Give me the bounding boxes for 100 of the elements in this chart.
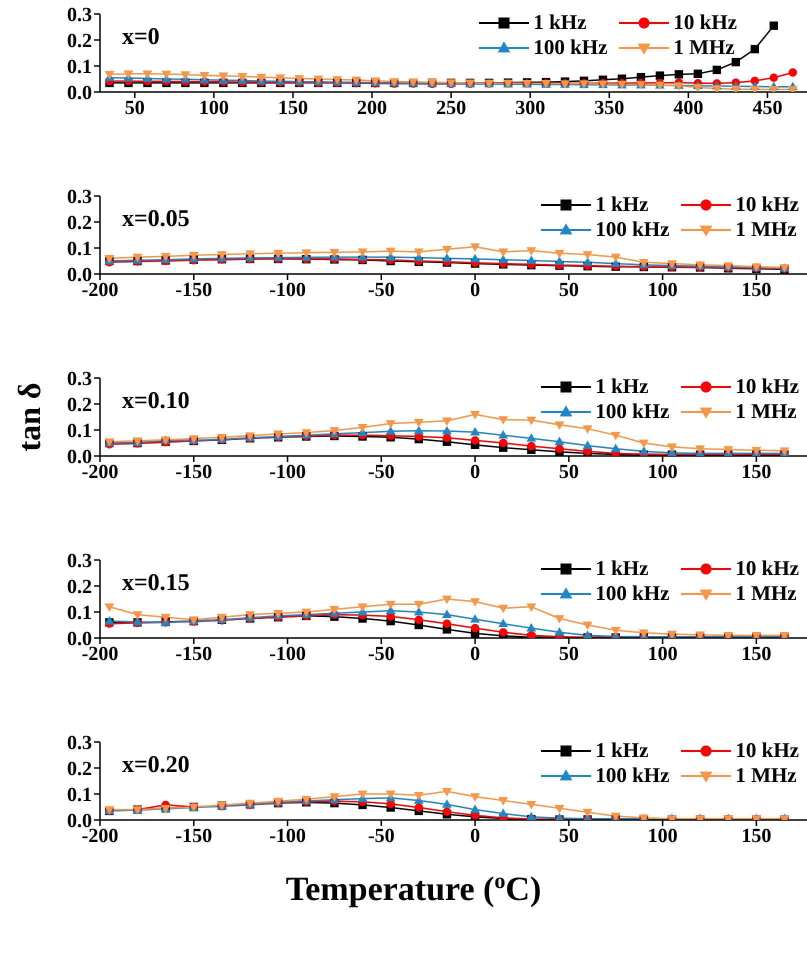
point bbox=[442, 418, 452, 426]
point bbox=[414, 606, 424, 616]
point bbox=[639, 440, 649, 448]
point bbox=[414, 248, 424, 257]
y-tick-label: 0.1 bbox=[67, 238, 92, 260]
legend-label: 100 kHz bbox=[595, 763, 670, 788]
point bbox=[442, 246, 452, 254]
point bbox=[770, 74, 778, 82]
y-tick-label: 0.3 bbox=[67, 186, 92, 208]
point bbox=[358, 424, 368, 432]
annotation: x=0.20 bbox=[122, 752, 190, 779]
x-tick-label: -100 bbox=[269, 825, 306, 848]
point bbox=[555, 444, 564, 453]
x-tick-label: 50 bbox=[558, 643, 579, 666]
x-tick-label: 50 bbox=[558, 279, 579, 302]
point bbox=[526, 247, 536, 256]
point bbox=[442, 620, 452, 628]
x-tick-label: 0 bbox=[470, 279, 480, 302]
point bbox=[582, 251, 592, 260]
point bbox=[358, 248, 368, 257]
x-tick-label: 50 bbox=[558, 461, 579, 484]
y-tick-label: 0.1 bbox=[67, 420, 92, 442]
point bbox=[610, 444, 621, 452]
x-tick-label: -150 bbox=[175, 825, 212, 848]
legend-label: 1 kHz bbox=[533, 10, 586, 35]
point bbox=[162, 70, 172, 80]
point bbox=[470, 411, 480, 420]
point bbox=[750, 44, 760, 54]
x-tick-label: 50 bbox=[124, 97, 145, 120]
y-tick-label: 0.2 bbox=[67, 576, 92, 598]
x-tick-label: -100 bbox=[269, 643, 306, 666]
legend-label: 1 kHz bbox=[595, 192, 648, 217]
point bbox=[554, 421, 564, 430]
point bbox=[498, 248, 508, 257]
legend-label: 1 MHz bbox=[735, 217, 797, 242]
legend-label: 100 kHz bbox=[595, 399, 670, 424]
point bbox=[498, 618, 508, 628]
legend-label: 1 MHz bbox=[735, 581, 797, 606]
point bbox=[330, 606, 340, 614]
point bbox=[442, 253, 452, 262]
legend-label: 100 kHz bbox=[595, 581, 670, 606]
x-tick-label: 300 bbox=[515, 97, 546, 120]
y-axis-title: tan δ bbox=[11, 382, 47, 452]
point bbox=[104, 603, 114, 612]
legend-label: 100 kHz bbox=[595, 217, 670, 242]
point bbox=[526, 416, 536, 426]
legend-label: 100 kHz bbox=[533, 35, 608, 60]
legend-label: 10 kHz bbox=[735, 556, 799, 581]
x-tick-label: -50 bbox=[368, 461, 395, 484]
legend-label: 1 MHz bbox=[673, 35, 735, 60]
point bbox=[470, 243, 480, 252]
annotation: x=0.15 bbox=[122, 570, 190, 597]
x-tick-label: 100 bbox=[648, 279, 678, 302]
legend-label: 1 kHz bbox=[595, 738, 648, 763]
point bbox=[526, 603, 536, 612]
point bbox=[582, 425, 592, 434]
point bbox=[498, 416, 508, 425]
point bbox=[218, 72, 228, 81]
legend-label: 10 kHz bbox=[735, 374, 799, 399]
point bbox=[256, 74, 266, 82]
point bbox=[442, 610, 452, 618]
annotation: x=0.05 bbox=[122, 206, 190, 233]
x-tick-label: 100 bbox=[198, 97, 229, 120]
point bbox=[301, 249, 312, 258]
point bbox=[442, 434, 452, 442]
point bbox=[732, 58, 740, 66]
point bbox=[498, 628, 508, 636]
x-tick-label: -50 bbox=[368, 279, 395, 302]
point bbox=[142, 70, 152, 79]
x-tick-label: -150 bbox=[175, 279, 212, 302]
point bbox=[124, 70, 134, 79]
annotation: x=0 bbox=[122, 24, 160, 51]
x-axis-title: Temperature ($^{o}$C) bbox=[286, 868, 542, 908]
point bbox=[386, 248, 396, 256]
point bbox=[414, 600, 424, 610]
point bbox=[610, 258, 621, 267]
y-tick-label: 0.0 bbox=[67, 82, 92, 104]
x-tick-label: 200 bbox=[357, 97, 388, 120]
point bbox=[386, 606, 396, 614]
point bbox=[582, 630, 592, 638]
x-tick-label: 150 bbox=[741, 825, 772, 848]
point bbox=[526, 433, 536, 442]
point bbox=[527, 442, 536, 450]
y-tick-label: 0.2 bbox=[67, 30, 92, 52]
x-tick-label: -50 bbox=[368, 825, 395, 848]
x-tick-label: 400 bbox=[673, 97, 704, 120]
y-tick-label: 0.1 bbox=[67, 784, 92, 806]
legend-label: 10 kHz bbox=[673, 10, 737, 35]
point bbox=[582, 440, 592, 449]
point bbox=[554, 436, 564, 446]
point bbox=[180, 71, 190, 80]
x-tick-label: 150 bbox=[741, 643, 772, 666]
point bbox=[358, 603, 368, 612]
y-tick-label: 0.1 bbox=[67, 602, 92, 624]
point bbox=[712, 85, 722, 92]
x-tick-label: 0 bbox=[470, 461, 480, 484]
point bbox=[770, 22, 778, 30]
x-tick-label: 150 bbox=[278, 97, 308, 120]
point bbox=[386, 600, 396, 610]
point bbox=[554, 615, 564, 624]
